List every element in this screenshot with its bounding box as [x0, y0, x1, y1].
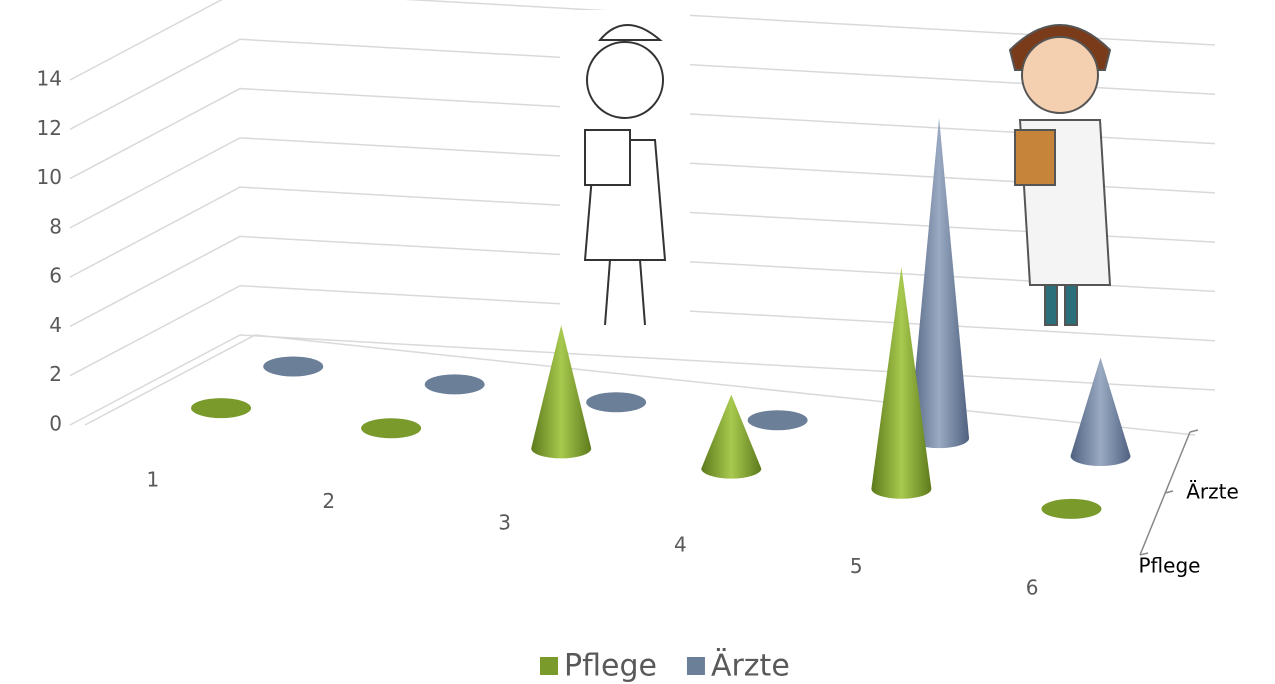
cone	[909, 117, 970, 449]
cones	[191, 117, 1131, 519]
cone	[1070, 357, 1131, 467]
cone	[871, 266, 932, 499]
y-tick-label: 0	[49, 412, 62, 436]
y-tick-label: 2	[49, 362, 62, 386]
legend-label: Pflege	[564, 649, 657, 684]
cone	[424, 374, 485, 395]
y-tick-label: 8	[49, 214, 62, 238]
nurse-illustration	[560, 10, 690, 335]
series-axis-label: Ärzte	[1186, 480, 1239, 504]
y-tick-label: 6	[49, 264, 62, 288]
y-tick-label: 14	[37, 67, 62, 91]
cone	[586, 392, 647, 413]
cone	[361, 418, 422, 439]
x-tick-label: 2	[322, 489, 335, 513]
y-tick-label: 10	[37, 165, 62, 189]
floor-edge	[84, 334, 1196, 436]
grid-line	[69, 38, 1216, 130]
cone	[701, 394, 762, 479]
grid-line	[69, 137, 1216, 229]
grid-line	[69, 87, 1216, 180]
cone	[1041, 498, 1102, 519]
series-axis-label: Pflege	[1139, 554, 1201, 578]
legend-swatch	[540, 657, 558, 675]
grid-line	[69, 0, 1216, 81]
x-tick-label: 5	[850, 554, 863, 578]
doctor-illustration	[1008, 24, 1112, 326]
legend-swatch	[686, 657, 705, 675]
y-tick-label: 12	[37, 116, 62, 140]
x-tick-label: 6	[1026, 576, 1039, 600]
cone	[747, 410, 808, 431]
legend-label: Ärzte	[711, 648, 790, 684]
grid-line	[69, 186, 1216, 278]
x-tick-label: 3	[498, 511, 511, 535]
cone	[191, 398, 252, 419]
x-tick-label: 4	[674, 532, 687, 556]
depth-axis	[1139, 429, 1199, 556]
cone	[263, 356, 324, 377]
grid-line	[69, 284, 1216, 377]
cone	[531, 325, 592, 459]
x-tick-label: 1	[147, 467, 160, 491]
grid-line	[69, 235, 1216, 328]
y-tick-label: 4	[49, 313, 62, 337]
